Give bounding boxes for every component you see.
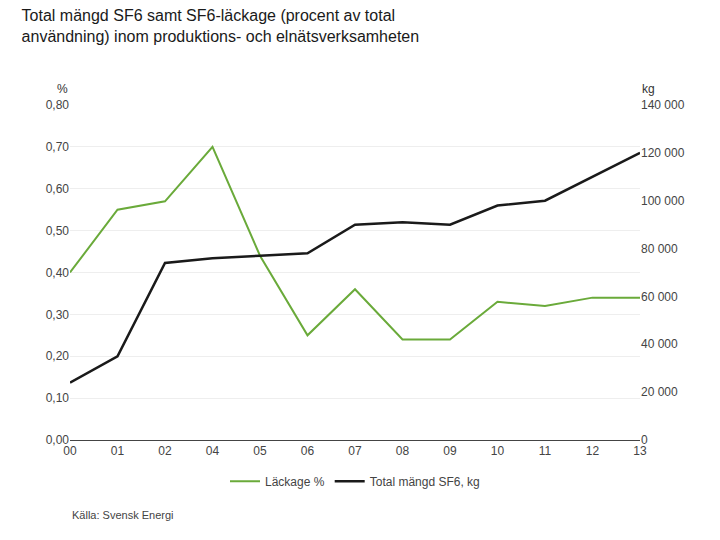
svg-text:00: 00 bbox=[63, 444, 77, 458]
svg-text:12: 12 bbox=[586, 444, 600, 458]
svg-text:11: 11 bbox=[539, 444, 552, 458]
svg-text:0,30: 0,30 bbox=[46, 308, 70, 322]
svg-text:02: 02 bbox=[158, 444, 172, 458]
svg-text:120 000: 120 000 bbox=[641, 146, 685, 160]
svg-text:0,40: 0,40 bbox=[46, 266, 70, 280]
svg-text:0,70: 0,70 bbox=[46, 140, 70, 154]
svg-text:%: % bbox=[57, 82, 68, 96]
svg-text:kg: kg bbox=[642, 82, 655, 96]
svg-text:0: 0 bbox=[641, 433, 648, 447]
svg-text:Läckage %: Läckage % bbox=[265, 475, 325, 489]
svg-text:01: 01 bbox=[111, 444, 125, 458]
svg-text:04: 04 bbox=[206, 444, 220, 458]
svg-text:10: 10 bbox=[491, 444, 505, 458]
svg-text:Total mängd SF6, kg: Total mängd SF6, kg bbox=[370, 475, 480, 489]
svg-text:0,20: 0,20 bbox=[46, 349, 70, 363]
svg-text:0,80: 0,80 bbox=[46, 98, 70, 112]
svg-text:Källa: Svensk Energi: Källa: Svensk Energi bbox=[72, 509, 174, 521]
svg-text:07: 07 bbox=[348, 444, 362, 458]
svg-text:09: 09 bbox=[443, 444, 457, 458]
svg-text:40 000: 40 000 bbox=[641, 337, 678, 351]
svg-text:0,10: 0,10 bbox=[46, 391, 70, 405]
svg-text:13: 13 bbox=[633, 444, 647, 458]
svg-text:0,60: 0,60 bbox=[46, 182, 70, 196]
svg-text:06: 06 bbox=[301, 444, 315, 458]
svg-text:Total mängd SF6 samt SF6-läcka: Total mängd SF6 samt SF6-läckage (procen… bbox=[22, 7, 420, 45]
svg-text:60 000: 60 000 bbox=[641, 290, 678, 304]
svg-text:0,00: 0,00 bbox=[46, 433, 70, 447]
svg-text:05: 05 bbox=[253, 444, 267, 458]
svg-text:08: 08 bbox=[396, 444, 410, 458]
svg-text:80 000: 80 000 bbox=[641, 242, 678, 256]
svg-text:0,50: 0,50 bbox=[46, 224, 70, 238]
svg-text:100 000: 100 000 bbox=[641, 194, 685, 208]
svg-text:20 000: 20 000 bbox=[641, 385, 678, 399]
svg-text:140 000: 140 000 bbox=[641, 98, 685, 112]
